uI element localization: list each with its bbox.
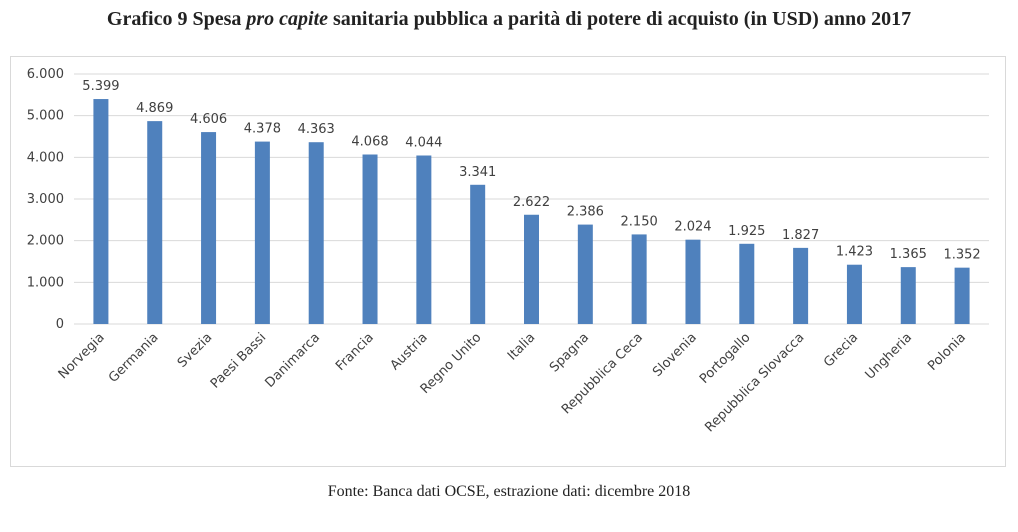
bar xyxy=(793,247,809,324)
x-category-label: Portogallo xyxy=(697,330,754,387)
x-category-label: Spagna xyxy=(547,330,592,375)
bar xyxy=(470,184,486,324)
x-category-label: Germania xyxy=(106,330,162,386)
bar xyxy=(524,214,539,324)
data-label: 4.869 xyxy=(136,101,173,116)
y-tick-label: 6.000 xyxy=(27,67,64,82)
y-tick-label: 3.000 xyxy=(27,192,64,207)
x-category-label: Francia xyxy=(333,330,377,374)
bar xyxy=(577,224,593,324)
data-label: 4.606 xyxy=(190,112,227,127)
x-category-label: Grecia xyxy=(821,330,861,370)
y-tick-label: 5.000 xyxy=(27,109,64,124)
data-label: 1.925 xyxy=(728,224,765,239)
chart-title-italic: pro capite xyxy=(246,8,329,30)
data-label: 1.365 xyxy=(890,247,927,262)
x-category-label: Repubblica Slovacca xyxy=(702,330,807,435)
data-label: 2.622 xyxy=(513,195,550,210)
x-category-label: Austria xyxy=(388,330,431,373)
y-tick-label: 0 xyxy=(56,317,64,332)
data-label: 4.044 xyxy=(405,136,442,151)
bar xyxy=(685,239,701,324)
bar xyxy=(147,121,163,324)
y-tick-label: 4.000 xyxy=(27,150,64,165)
bar xyxy=(739,243,755,324)
bar xyxy=(93,99,109,324)
x-category-label: Norvegia xyxy=(56,330,108,382)
x-category-label: Paesi Bassi xyxy=(208,330,269,391)
data-label: 2.386 xyxy=(567,205,604,220)
bar xyxy=(308,142,324,324)
data-label: 3.341 xyxy=(459,165,496,180)
chart-title-suffix: sanitaria pubblica a parità di potere di… xyxy=(328,8,912,30)
bar xyxy=(362,154,378,324)
y-tick-label: 2.000 xyxy=(27,234,64,249)
data-label: 1.423 xyxy=(836,245,873,260)
bar xyxy=(846,264,862,324)
x-category-label: Svezia xyxy=(175,330,216,371)
bar xyxy=(416,155,432,324)
x-category-label: Slovenia xyxy=(650,330,700,380)
source-note: Fonte: Banca dati OCSE, estrazione dati:… xyxy=(327,483,691,500)
data-label: 2.150 xyxy=(621,214,658,229)
data-label: 5.399 xyxy=(82,79,119,94)
bar xyxy=(201,132,217,324)
data-label: 2.024 xyxy=(674,220,711,235)
x-category-label: Polonia xyxy=(925,330,969,374)
bar-chart: 0 1.000 2.000 3.000 4.000 5.000 6.000 5.399 Norv… xyxy=(27,67,989,435)
data-label: 4.068 xyxy=(351,135,388,150)
chart-title-prefix: Grafico 9 Spesa xyxy=(106,8,247,30)
bar xyxy=(954,267,970,324)
data-label: 4.378 xyxy=(244,122,281,137)
x-category-label: Danimarca xyxy=(262,330,323,391)
x-category-label: Ungheria xyxy=(863,330,915,382)
data-label: 1.352 xyxy=(943,248,980,263)
data-label: 1.827 xyxy=(782,228,819,243)
bar xyxy=(900,267,916,324)
chart-frame: 0 1.000 2.000 3.000 4.000 5.000 6.000 5.399 Norv… xyxy=(10,56,1006,467)
bar xyxy=(631,234,647,324)
y-tick-label: 1.000 xyxy=(27,275,64,290)
data-label: 4.363 xyxy=(298,122,335,137)
bar xyxy=(254,141,270,324)
x-category-label: Italia xyxy=(505,330,538,363)
chart-title: Grafico 9 Spesa pro capite sanitaria pub… xyxy=(0,8,1018,31)
